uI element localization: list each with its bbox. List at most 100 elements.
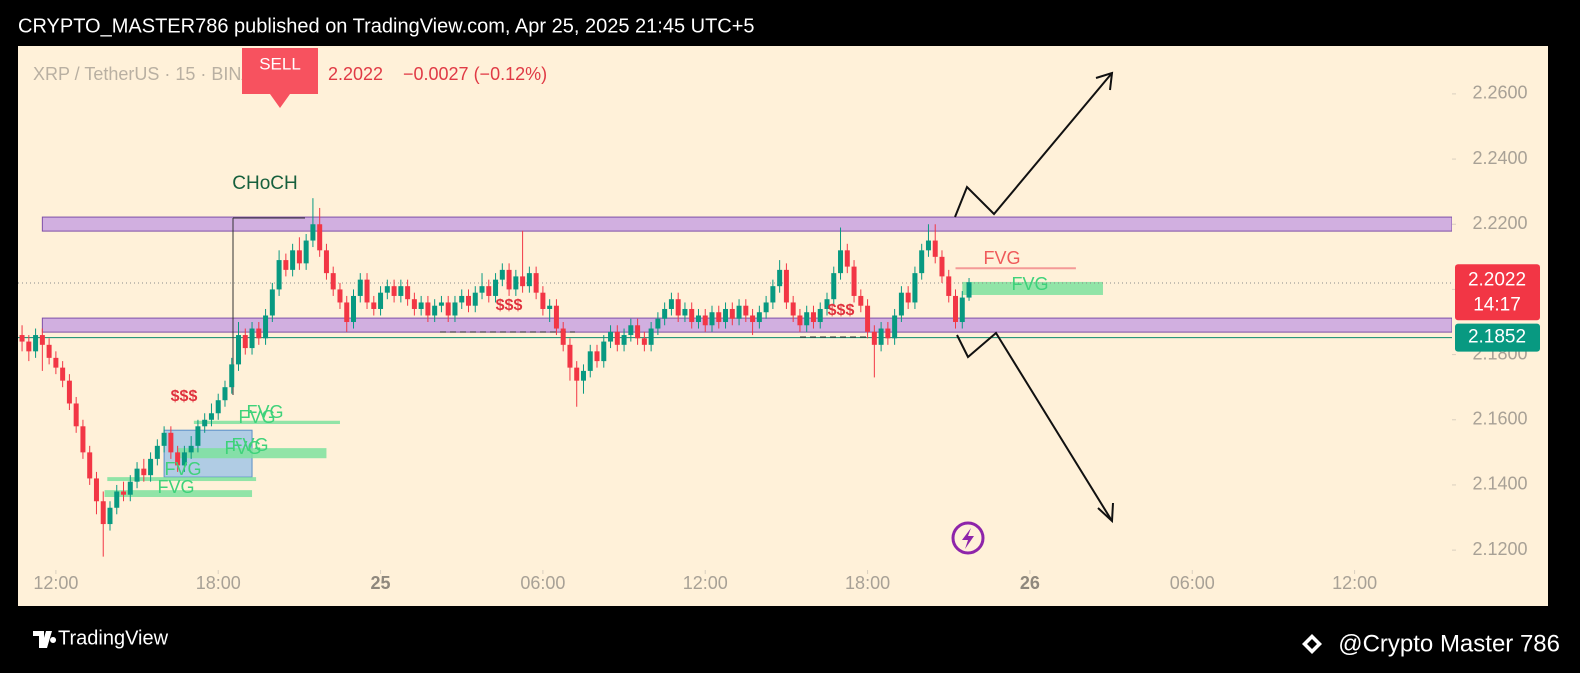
fvg-zone — [107, 477, 257, 482]
candle-body — [817, 308, 823, 323]
x-tick-label: 18:00 — [196, 573, 241, 593]
candle-body — [195, 426, 201, 446]
annotation: $$$ — [828, 302, 855, 319]
candle-body — [357, 279, 363, 296]
candle-body — [53, 357, 59, 368]
legend-change: −0.0027 (−0.12%) — [403, 64, 547, 84]
candle-body — [181, 452, 187, 466]
candle-body — [506, 269, 512, 290]
fvg-zone — [177, 448, 327, 459]
candle-body — [486, 286, 492, 296]
candle-body — [547, 305, 553, 309]
candle-body — [533, 273, 539, 293]
brand-logo — [33, 631, 57, 648]
x-tick-label: 06:00 — [1170, 573, 1215, 593]
candle-body — [208, 413, 214, 420]
candle-body — [290, 250, 296, 270]
annotation: FVG — [224, 438, 261, 458]
y-tick-label: 2.1600 — [1472, 409, 1527, 429]
candle-body — [337, 289, 343, 303]
candle-body — [46, 344, 52, 358]
candle-body — [838, 250, 844, 274]
candle-body — [797, 315, 803, 326]
candle-body — [729, 308, 735, 319]
header-text: CRYPTO_MASTER786 published on TradingVie… — [18, 15, 755, 37]
candle-body — [202, 419, 208, 427]
candle-body — [432, 305, 438, 316]
candle-body — [236, 335, 242, 365]
candle-body — [912, 273, 918, 303]
legend-symbol: XRP / TetherUS · 15 · BINANCE — [33, 64, 291, 84]
candle-body — [580, 370, 586, 381]
candle-body — [885, 328, 891, 339]
candle-body — [946, 276, 952, 296]
candle-body — [479, 286, 485, 293]
author-icon — [1302, 634, 1322, 654]
candle-body — [540, 292, 546, 309]
alert-bolt — [962, 528, 974, 549]
candle-body — [953, 295, 959, 323]
annotation: FVG — [238, 407, 275, 427]
candle-body — [756, 312, 762, 323]
candle-body — [804, 312, 810, 326]
candle-body — [66, 380, 72, 404]
x-tick-label: 18:00 — [845, 573, 890, 593]
fvg-zone — [104, 490, 253, 498]
candle-body — [100, 501, 106, 525]
candle-body — [107, 507, 113, 525]
candle-body — [905, 292, 911, 303]
candle-body — [919, 250, 925, 274]
candle-body — [405, 286, 411, 300]
candle-body — [229, 364, 235, 388]
candle-body — [168, 432, 174, 453]
candle-body — [114, 491, 120, 508]
candle-body — [222, 387, 228, 401]
candle-body — [689, 308, 695, 323]
candle-body — [655, 318, 661, 329]
candle-body — [594, 351, 600, 362]
annotation: CHoCH — [232, 173, 297, 194]
candle-body — [824, 299, 830, 309]
candle-body — [39, 335, 45, 345]
candle-body — [391, 286, 397, 296]
candle-body — [777, 269, 783, 287]
candle-body — [743, 305, 749, 316]
x-tick-label: 12:00 — [1332, 573, 1377, 593]
candle-body — [567, 344, 573, 368]
x-tick-label: 26 — [1020, 573, 1040, 593]
level-price-box — [1455, 323, 1540, 352]
candle-body — [256, 328, 262, 339]
candle-body — [675, 299, 681, 316]
candle-body — [438, 302, 444, 306]
y-tick-label: 2.1400 — [1472, 474, 1527, 494]
candle-body — [898, 292, 904, 316]
candle-body — [851, 266, 857, 296]
candle-body — [283, 260, 289, 270]
candle-body — [425, 302, 431, 316]
candle-body — [750, 315, 756, 323]
candle-body — [831, 273, 837, 300]
zone — [41, 216, 1453, 232]
last-price-box — [1455, 264, 1540, 321]
alert-icon[interactable] — [951, 521, 985, 555]
candle-body — [127, 481, 133, 495]
candle-body — [810, 312, 816, 323]
candle-body — [695, 315, 701, 323]
candle-body — [520, 276, 526, 287]
candle-body — [472, 292, 478, 306]
candle-body — [80, 426, 86, 453]
candle-body — [26, 341, 32, 352]
candle-body — [303, 240, 309, 264]
candle-body — [871, 331, 877, 345]
candle-body — [648, 328, 654, 345]
candle-body — [682, 308, 688, 316]
candle-body — [330, 273, 336, 290]
x-tick-label: 12:00 — [683, 573, 728, 593]
annotation: FVG — [157, 477, 194, 497]
countdown-label: 14:17 — [1473, 294, 1521, 315]
candle-body — [925, 240, 931, 251]
candles-layer — [19, 198, 972, 557]
